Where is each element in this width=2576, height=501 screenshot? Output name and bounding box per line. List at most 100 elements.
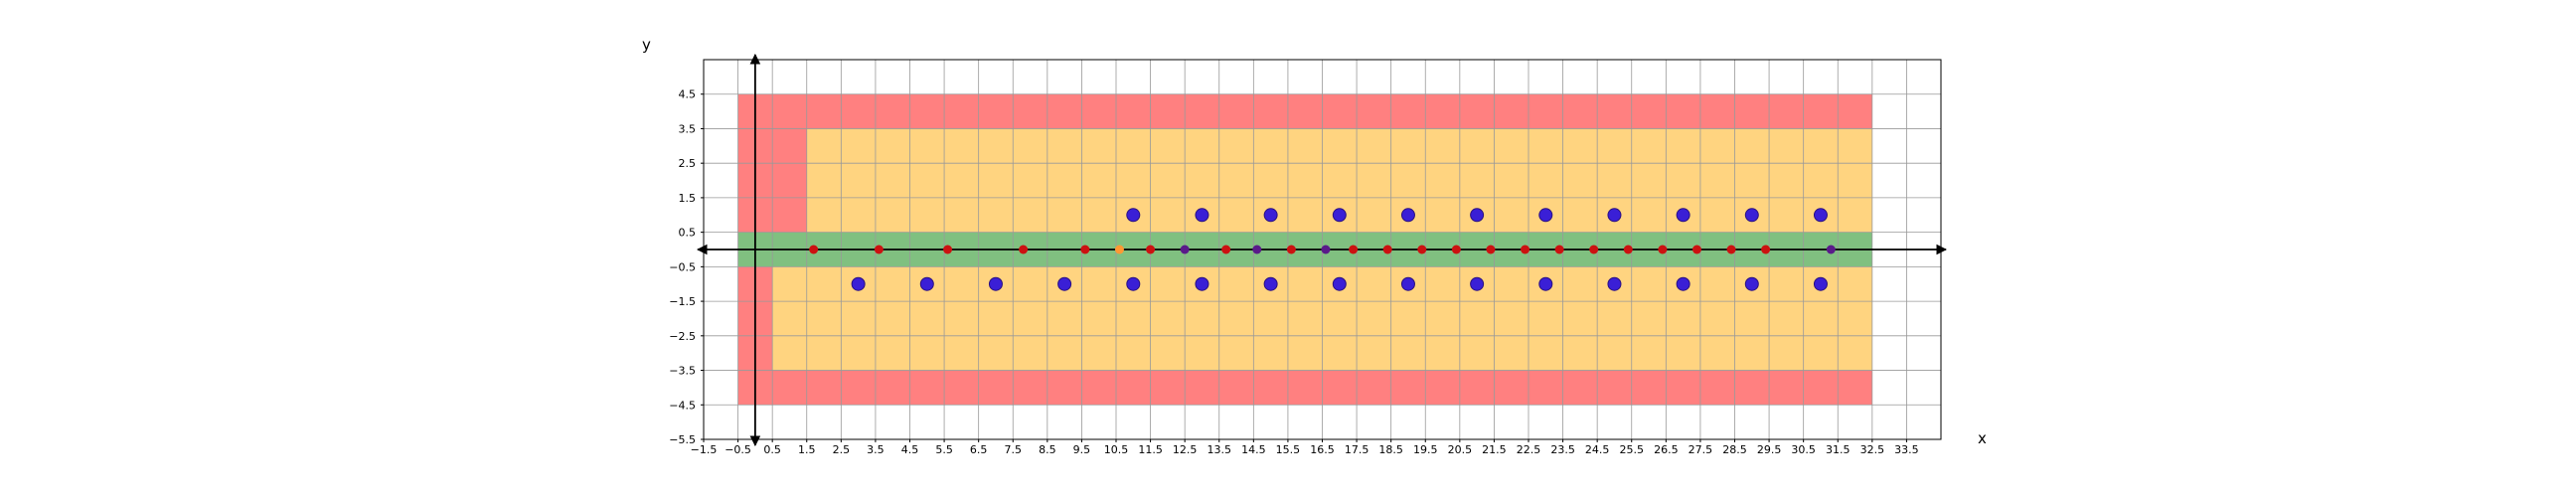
blue-point [1676, 276, 1690, 291]
x-tick-label: 28.5 [1722, 443, 1747, 456]
blue-point [1744, 276, 1759, 291]
blue-point [1126, 208, 1141, 223]
x-tick-label: 0.5 [763, 443, 781, 456]
x-tick-label: 18.5 [1378, 443, 1403, 456]
x-tick-label: 24.5 [1585, 443, 1610, 456]
blue-point [1607, 208, 1622, 223]
x-tick-label: 10.5 [1104, 443, 1129, 456]
points-layer [809, 208, 1836, 291]
x-tick-label: 19.5 [1413, 443, 1438, 456]
blue-point [1744, 208, 1759, 223]
red-point [1349, 245, 1359, 254]
red-point [943, 245, 953, 254]
x-tick-label: 27.5 [1689, 443, 1713, 456]
purple-point [1321, 245, 1331, 254]
x-tick-label: −0.5 [724, 443, 751, 456]
x-tick-label: 13.5 [1208, 443, 1232, 456]
x-tick-label: 26.5 [1654, 443, 1679, 456]
x-tick-label: −1.5 [691, 443, 718, 456]
blue-point [1470, 276, 1485, 291]
x-tick-label: 1.5 [798, 443, 816, 456]
x-tick-label: 16.5 [1310, 443, 1335, 456]
blue-point [1400, 208, 1415, 223]
purple-point [1252, 245, 1262, 254]
red-point [1486, 245, 1496, 254]
blue-point [1263, 276, 1278, 291]
y-tick-labels: −5.5 −4.5 −3.5 −2.5 −1.5 −0.5 0.5 1.5 2.5 3.5 4.5 [669, 88, 704, 446]
blue-point [1470, 208, 1485, 223]
blue-point [1195, 208, 1209, 223]
red-point [874, 245, 884, 254]
red-point [1417, 245, 1427, 254]
x-tick-label: 7.5 [1005, 443, 1023, 456]
y-tick-label: 2.5 [679, 157, 697, 170]
y-tick-label: 1.5 [679, 192, 697, 205]
y-tick-label: −2.5 [669, 330, 696, 343]
purple-point [1826, 245, 1836, 254]
x-tick-label: 25.5 [1620, 443, 1645, 456]
red-point [1382, 245, 1392, 254]
y-tick-label: −4.5 [669, 399, 696, 412]
x-tick-label: 12.5 [1173, 443, 1198, 456]
x-tick-label: 11.5 [1138, 443, 1163, 456]
x-tick-label: 22.5 [1517, 443, 1541, 456]
purple-point [1180, 245, 1190, 254]
x-tick-labels: −1.5 −0.5 0.5 1.5 2.5 3.5 4.5 5.5 6.5 7.5 8.5 9.5 10… [691, 439, 1919, 456]
x-tick-label: 29.5 [1757, 443, 1782, 456]
x-tick-label: 5.5 [935, 443, 953, 456]
red-point [809, 245, 819, 254]
x-axis-label: x [1978, 429, 1987, 447]
x-tick-label: 9.5 [1073, 443, 1091, 456]
red-point [1019, 245, 1029, 254]
x-tick-label: 6.5 [970, 443, 988, 456]
blue-point [1195, 276, 1209, 291]
blue-point [1057, 276, 1072, 291]
red-point [1521, 245, 1530, 254]
blue-point [1263, 208, 1278, 223]
blue-point [1813, 276, 1828, 291]
red-point [1554, 245, 1564, 254]
y-tick-label: −3.5 [669, 365, 696, 378]
y-tick-label: 0.5 [679, 227, 697, 240]
x-tick-label: 2.5 [833, 443, 851, 456]
red-point [1726, 245, 1736, 254]
x-tick-label: 15.5 [1276, 443, 1301, 456]
y-tick-label: 4.5 [679, 88, 697, 101]
x-tick-label: 17.5 [1345, 443, 1369, 456]
red-point [1080, 245, 1090, 254]
x-tick-label: 3.5 [867, 443, 885, 456]
blue-point [1332, 208, 1347, 223]
red-point [1589, 245, 1599, 254]
blue-point [1538, 208, 1553, 223]
blue-point [1400, 276, 1415, 291]
blue-point [1813, 208, 1828, 223]
blue-point [851, 276, 866, 291]
y-tick-label: −5.5 [669, 433, 696, 446]
red-point [1221, 245, 1231, 254]
red-point [1658, 245, 1668, 254]
red-point [1451, 245, 1461, 254]
blue-point [1126, 276, 1141, 291]
x-tick-label: 33.5 [1894, 443, 1919, 456]
x-tick-label: 8.5 [1039, 443, 1056, 456]
red-point [1623, 245, 1633, 254]
orange-point [1114, 245, 1124, 254]
x-tick-label: 31.5 [1826, 443, 1851, 456]
x-tick-label: 20.5 [1448, 443, 1473, 456]
blue-point [1676, 208, 1690, 223]
red-point [1286, 245, 1296, 254]
blue-point [988, 276, 1003, 291]
y-axis-label: y [642, 36, 651, 54]
x-tick-label: 32.5 [1860, 443, 1885, 456]
x-tick-label: 21.5 [1482, 443, 1507, 456]
x-tick-label: 30.5 [1791, 443, 1816, 456]
red-point [1761, 245, 1771, 254]
x-tick-label: 4.5 [901, 443, 919, 456]
y-tick-label: 3.5 [679, 122, 697, 135]
red-point [1146, 245, 1156, 254]
blue-point [1538, 276, 1553, 291]
x-tick-label: 14.5 [1241, 443, 1266, 456]
y-tick-label: −1.5 [669, 295, 696, 308]
x-tick-label: 23.5 [1550, 443, 1575, 456]
